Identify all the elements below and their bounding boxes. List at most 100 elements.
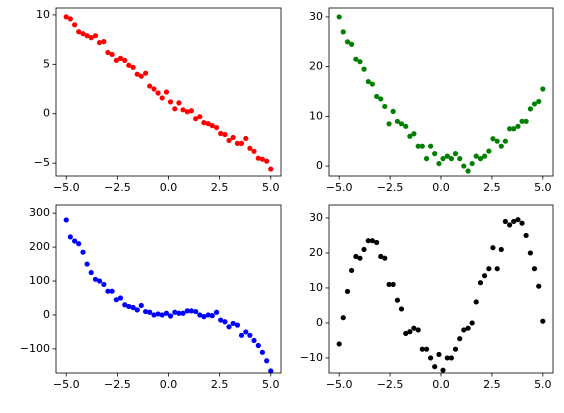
point	[209, 313, 215, 319]
point	[230, 320, 236, 327]
point	[180, 310, 186, 316]
x-tick-label: 0.0	[432, 378, 450, 391]
point	[490, 136, 496, 142]
point	[357, 255, 363, 261]
point	[398, 306, 405, 312]
y-tick-label: 200	[29, 240, 50, 253]
point	[357, 59, 363, 65]
point	[259, 349, 265, 355]
point	[349, 267, 355, 274]
point	[423, 156, 430, 162]
point	[344, 288, 351, 295]
point	[201, 120, 207, 126]
y-tick-label: 30	[309, 10, 323, 23]
point	[473, 299, 479, 305]
point	[507, 126, 513, 132]
y-tick-label: 10	[309, 109, 323, 122]
point	[365, 78, 371, 85]
point	[498, 246, 504, 253]
point	[63, 14, 69, 20]
point	[340, 29, 346, 35]
point	[172, 309, 178, 315]
point	[465, 168, 471, 174]
point	[243, 329, 249, 335]
point	[353, 56, 359, 62]
point	[444, 355, 450, 361]
point	[84, 33, 90, 39]
x-tick-label: 0.0	[160, 378, 178, 391]
point	[80, 249, 86, 255]
point	[268, 166, 274, 172]
point	[101, 39, 107, 45]
point	[507, 222, 513, 228]
point	[477, 156, 484, 162]
point	[419, 346, 425, 352]
point	[247, 332, 253, 338]
point	[213, 309, 220, 315]
point	[432, 364, 438, 370]
y-tick-label: 0	[43, 107, 50, 120]
point	[494, 138, 500, 144]
point	[176, 100, 182, 106]
point	[386, 281, 392, 288]
point	[531, 266, 538, 272]
point	[390, 281, 396, 288]
point	[138, 73, 144, 79]
point	[403, 330, 409, 337]
point	[247, 145, 253, 151]
point	[234, 322, 241, 328]
x-tick-label: −5.0	[53, 378, 80, 391]
point	[336, 14, 342, 20]
point	[92, 276, 99, 282]
point	[469, 160, 475, 167]
point	[452, 346, 459, 352]
point	[117, 55, 124, 62]
point	[88, 269, 94, 276]
axes-frame	[328, 204, 554, 374]
y-tick-label: 0	[43, 308, 50, 321]
y-tick-label: −100	[20, 342, 50, 355]
point	[255, 342, 261, 349]
point	[536, 283, 542, 289]
point	[122, 302, 128, 308]
point	[193, 116, 199, 122]
point	[96, 39, 103, 46]
point	[448, 156, 454, 162]
point	[105, 288, 111, 294]
point	[126, 303, 132, 310]
point	[440, 156, 446, 162]
point	[361, 66, 367, 72]
point	[72, 238, 78, 244]
point	[494, 266, 500, 272]
point	[155, 90, 161, 96]
point	[167, 313, 174, 319]
point	[130, 304, 136, 311]
point	[502, 138, 508, 144]
point	[63, 217, 69, 223]
point	[394, 297, 401, 303]
point	[159, 95, 165, 101]
point	[490, 245, 496, 251]
point	[147, 309, 153, 315]
point	[369, 81, 375, 87]
point	[469, 320, 475, 326]
point	[238, 332, 245, 338]
y-tick-label: 0	[316, 316, 323, 329]
point	[238, 140, 245, 146]
point	[394, 118, 401, 124]
point	[268, 368, 274, 374]
x-tick-label: 0.0	[160, 181, 178, 194]
point	[473, 153, 479, 159]
point	[122, 57, 128, 63]
point	[147, 83, 153, 89]
x-tick-label: −5.0	[326, 181, 353, 194]
point	[92, 33, 99, 39]
point	[226, 324, 232, 330]
point	[432, 151, 438, 157]
point	[126, 62, 132, 68]
point	[353, 253, 359, 260]
point	[72, 22, 78, 28]
y-tick-label: 10	[309, 281, 323, 294]
x-tick-label: −2.5	[104, 181, 131, 194]
point	[84, 261, 90, 267]
